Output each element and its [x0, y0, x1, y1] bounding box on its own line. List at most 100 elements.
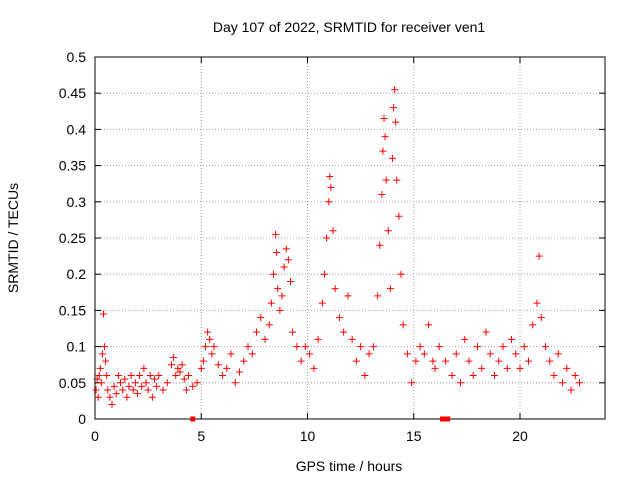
data-points — [92, 86, 583, 422]
data-point — [386, 285, 394, 293]
data-point — [392, 118, 400, 126]
data-point — [236, 368, 243, 376]
data-point — [379, 147, 387, 155]
data-point — [376, 241, 384, 249]
y-tick-label: 0.2 — [67, 266, 87, 282]
data-point — [261, 335, 269, 343]
data-point — [140, 364, 148, 372]
data-point — [361, 372, 369, 380]
data-point — [278, 292, 286, 300]
y-tick-label: 0.4 — [67, 121, 87, 137]
data-point — [214, 361, 222, 369]
data-point — [119, 386, 127, 394]
data-point — [326, 172, 334, 180]
data-point — [567, 386, 575, 394]
y-tick-label: 0.3 — [67, 194, 87, 210]
data-point — [127, 372, 135, 380]
data-point — [512, 350, 520, 358]
data-point — [457, 379, 464, 387]
data-point — [110, 382, 118, 390]
data-point — [495, 357, 503, 365]
data-point — [219, 372, 226, 380]
data-point — [576, 379, 583, 387]
data-point — [412, 357, 420, 365]
data-point — [395, 212, 403, 220]
data-point — [314, 335, 322, 343]
data-point — [461, 335, 469, 343]
data-point — [93, 375, 101, 383]
data-point — [151, 375, 158, 383]
data-point — [571, 372, 579, 380]
data-point — [96, 364, 104, 372]
data-point — [389, 154, 396, 162]
x-tick-label: 15 — [406, 428, 422, 444]
data-point — [244, 343, 252, 351]
data-point — [442, 357, 450, 365]
data-point — [98, 350, 106, 358]
data-point — [273, 248, 281, 256]
data-point — [397, 270, 405, 278]
data-point — [257, 314, 265, 322]
y-tick-label: 0.5 — [67, 49, 87, 65]
data-point — [193, 379, 201, 387]
data-point — [327, 183, 335, 191]
data-point — [287, 277, 294, 285]
data-point — [189, 382, 197, 390]
data-point — [323, 234, 331, 242]
data-point — [202, 343, 209, 351]
data-point — [92, 386, 100, 394]
data-point — [508, 335, 515, 343]
data-point — [112, 390, 120, 398]
data-point — [374, 292, 382, 300]
data-point — [469, 372, 477, 380]
data-point — [204, 328, 212, 336]
data-point — [289, 328, 297, 336]
data-point — [452, 350, 460, 358]
y-tick-label: 0.15 — [59, 302, 86, 318]
data-point — [134, 390, 141, 398]
data-point — [131, 379, 139, 387]
data-point — [503, 364, 511, 372]
data-point — [563, 364, 571, 372]
data-point — [95, 372, 103, 380]
data-point — [182, 386, 190, 394]
data-point — [231, 379, 239, 387]
data-point — [104, 386, 112, 394]
data-point — [284, 256, 292, 264]
data-point — [478, 364, 486, 372]
x-tick-label: 5 — [197, 428, 205, 444]
data-point — [274, 285, 282, 293]
data-point — [378, 191, 386, 199]
data-point — [106, 393, 114, 401]
y-tick-label: 0.25 — [59, 230, 86, 246]
data-point — [270, 270, 277, 278]
data-point — [546, 357, 554, 365]
data-point — [535, 252, 543, 260]
data-point — [429, 357, 437, 365]
zero-value-marker — [445, 416, 451, 422]
data-point — [97, 379, 105, 387]
data-point — [94, 393, 102, 401]
data-point — [138, 382, 146, 390]
data-point — [357, 343, 365, 351]
data-point — [253, 328, 260, 336]
data-point — [117, 379, 124, 387]
data-point — [148, 393, 156, 401]
data-point — [108, 401, 116, 409]
data-point — [520, 343, 528, 351]
x-axis-label: GPS time / hours — [296, 458, 403, 474]
data-point — [280, 263, 288, 271]
data-point — [408, 379, 416, 387]
data-point — [420, 350, 428, 358]
data-point — [335, 314, 343, 322]
data-point — [272, 230, 280, 238]
data-point — [465, 357, 473, 365]
data-point — [486, 350, 494, 358]
y-tick-label: 0.45 — [59, 85, 86, 101]
data-point — [310, 364, 318, 372]
x-tick-label: 0 — [91, 428, 99, 444]
data-point — [340, 328, 348, 336]
data-point — [227, 350, 235, 358]
